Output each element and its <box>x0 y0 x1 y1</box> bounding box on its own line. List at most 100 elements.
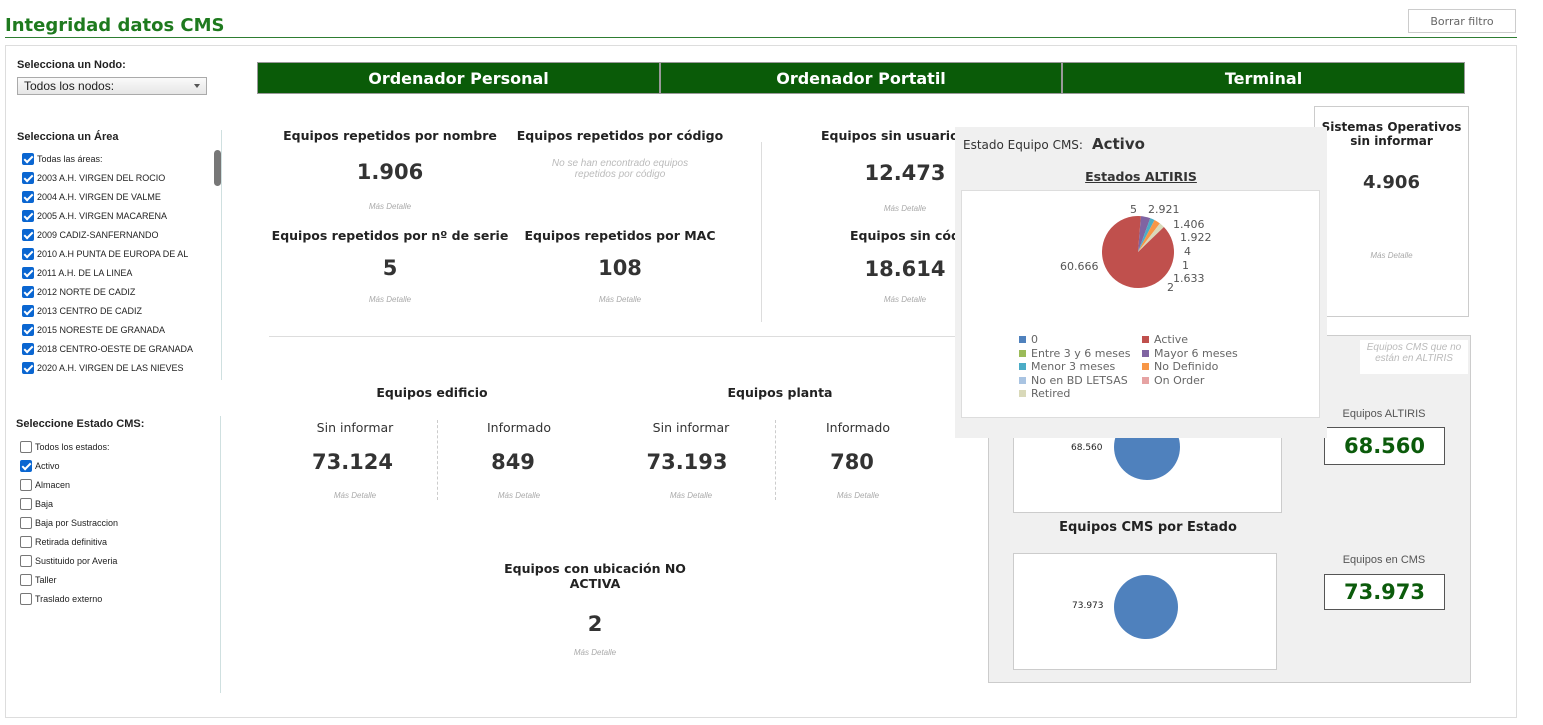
so-detail-link[interactable]: Más Detalle <box>1370 251 1413 260</box>
cms-pie-slice[interactable] <box>1114 575 1178 639</box>
pie-value-label: 1.406 <box>1173 218 1205 231</box>
area-item[interactable]: 2018 CENTRO-OESTE DE GRANADA <box>22 342 193 356</box>
estado-checkbox[interactable] <box>20 479 32 491</box>
edificio-inf-detail-link[interactable]: Más Detalle <box>497 491 541 500</box>
tab-terminal[interactable]: Terminal <box>1062 62 1465 94</box>
area-checkbox[interactable] <box>22 362 34 374</box>
rep-mac-detail-link[interactable]: Más Detalle <box>598 295 642 304</box>
area-item[interactable]: Todas las áreas: <box>22 152 103 166</box>
rep-nombre-detail-link[interactable]: Más Detalle <box>368 202 412 211</box>
legend-label: Mayor 6 meses <box>1154 346 1238 360</box>
planta-inf-value[interactable]: 780 <box>830 450 874 474</box>
pie-slice-retired[interactable] <box>1138 223 1164 252</box>
estado-item[interactable]: Traslado externo <box>20 592 102 606</box>
legend-item[interactable]: No Definido <box>1142 360 1218 373</box>
planta-inf-detail-link[interactable]: Más Detalle <box>836 491 880 500</box>
area-checkbox[interactable] <box>22 172 34 184</box>
estado-label: Baja por Sustraccion <box>35 518 119 528</box>
area-checkbox[interactable] <box>22 267 34 279</box>
edificio-sin-value[interactable]: 73.124 <box>311 450 394 474</box>
area-item[interactable]: 2005 A.H. VIRGEN MACARENA <box>22 209 167 223</box>
pie-slice-entre-3-y-6-meses[interactable] <box>1138 227 1164 252</box>
estado-checkbox[interactable] <box>20 460 32 472</box>
area-item[interactable]: 2013 CENTRO DE CADIZ <box>22 304 142 318</box>
pie-value-label: 1 <box>1182 259 1189 272</box>
area-item[interactable]: 2015 NORESTE DE GRANADA <box>22 323 165 337</box>
estado-item[interactable]: Sustituido por Averia <box>20 554 117 568</box>
legend-item[interactable]: Entre 3 y 6 meses <box>1019 347 1131 360</box>
area-checkbox[interactable] <box>22 248 34 260</box>
rep-nombre-value[interactable]: 1.906 <box>356 160 424 184</box>
area-item[interactable]: 2010 A.H PUNTA DE EUROPA DE AL <box>22 247 188 261</box>
estado-item[interactable]: Retirada definitiva <box>20 535 107 549</box>
tab-ordenador-portatil[interactable]: Ordenador Portatil <box>660 62 1062 94</box>
altiris-value-box[interactable]: 68.560 <box>1324 427 1445 465</box>
legend-item[interactable]: Retired <box>1019 387 1070 400</box>
rep-serie-detail-link[interactable]: Más Detalle <box>368 295 412 304</box>
estado-checkbox[interactable] <box>20 574 32 586</box>
cms-value-box[interactable]: 73.973 <box>1324 574 1445 610</box>
legend-item[interactable]: On Order <box>1142 374 1204 387</box>
area-checkbox[interactable] <box>22 324 34 336</box>
legend-item[interactable]: No en BD LETSAS <box>1019 374 1128 387</box>
area-scrollbar[interactable] <box>214 150 221 186</box>
pie-slice-active[interactable] <box>1102 216 1174 288</box>
area-item[interactable]: 2004 A.H. VIRGEN DE VALME <box>22 190 161 204</box>
sin-usuario-detail-link[interactable]: Más Detalle <box>883 204 927 213</box>
cms-estado-title: Equipos CMS por Estado <box>1059 520 1237 535</box>
ubicacion-value[interactable]: 2 <box>587 612 603 636</box>
area-checkbox[interactable] <box>22 286 34 298</box>
sin-usuario-value[interactable]: 12.473 <box>864 161 946 185</box>
tab-ordenador-personal[interactable]: Ordenador Personal <box>257 62 660 94</box>
area-checkbox[interactable] <box>22 153 34 165</box>
legend-item[interactable]: Active <box>1142 333 1188 346</box>
estado-checkbox[interactable] <box>20 555 32 567</box>
pie-slice-no-definido[interactable] <box>1138 220 1160 252</box>
planta-sin-value[interactable]: 73.193 <box>646 450 728 474</box>
estado-checkbox[interactable] <box>20 498 32 510</box>
legend-item[interactable]: Mayor 6 meses <box>1142 347 1238 360</box>
estado-checkbox[interactable] <box>20 517 32 529</box>
estado-checkbox[interactable] <box>20 441 32 453</box>
estado-item[interactable]: Taller <box>20 573 57 587</box>
area-checkbox[interactable] <box>22 191 34 203</box>
pie-slice-menor-3-meses[interactable] <box>1138 218 1155 252</box>
estado-item[interactable]: Baja por Sustraccion <box>20 516 118 530</box>
estado-item[interactable]: Almacen <box>20 478 70 492</box>
ubicacion-detail-link[interactable]: Más Detalle <box>573 648 617 657</box>
area-label: 2011 A.H. DE LA LINEA <box>37 268 133 278</box>
legend-item[interactable]: 0 <box>1019 333 1038 346</box>
node-select[interactable]: Todos los nodos: <box>17 77 207 95</box>
so-value[interactable]: 4.906 <box>1363 172 1420 193</box>
area-checkbox[interactable] <box>22 229 34 241</box>
rep-serie-value[interactable]: 5 <box>382 256 398 280</box>
estado-label: Traslado externo <box>35 594 103 604</box>
sin-codigo-value[interactable]: 18.614 <box>864 257 946 281</box>
pie-slice-mayor-6-meses[interactable] <box>1138 216 1151 252</box>
not-in-altiris-text: Equipos CMS que no están en ALTIRIS <box>1366 342 1462 364</box>
estado-checkbox[interactable] <box>20 536 32 548</box>
pie-slice-on-order[interactable] <box>1138 223 1160 252</box>
estado-item[interactable]: Todos los estados: <box>20 440 110 454</box>
area-checkbox[interactable] <box>22 305 34 317</box>
area-checkbox[interactable] <box>22 210 34 222</box>
estado-checkbox[interactable] <box>20 593 32 605</box>
clear-filter-button[interactable]: Borrar filtro <box>1408 9 1516 33</box>
area-item[interactable]: 2009 CADIZ-SANFERNANDO <box>22 228 159 242</box>
edificio-sin-detail-link[interactable]: Más Detalle <box>333 491 377 500</box>
planta-sin-detail-link[interactable]: Más Detalle <box>669 491 713 500</box>
estado-item[interactable]: Activo <box>20 459 60 473</box>
area-item[interactable]: 2012 NORTE DE CADIZ <box>22 285 135 299</box>
area-item[interactable]: 2003 A.H. VIRGEN DEL ROCIO <box>22 171 165 185</box>
not-in-altiris-box[interactable]: Equipos CMS que no están en ALTIRIS <box>1360 340 1468 374</box>
area-item[interactable]: 2011 A.H. DE LA LINEA <box>22 266 132 280</box>
sin-codigo-detail-link[interactable]: Más Detalle <box>883 295 927 304</box>
legend-item[interactable]: Menor 3 meses <box>1019 360 1115 373</box>
area-checkbox[interactable] <box>22 343 34 355</box>
area-item[interactable]: 2020 A.H. VIRGEN DE LAS NIEVES <box>22 361 184 375</box>
estado-item[interactable]: Baja <box>20 497 53 511</box>
pie-slice-no-en-bd-letsas[interactable] <box>1138 223 1160 252</box>
cms-pie-box: 73.973 <box>1013 553 1277 670</box>
edificio-inf-value[interactable]: 849 <box>491 450 535 474</box>
rep-mac-value[interactable]: 108 <box>598 256 642 280</box>
